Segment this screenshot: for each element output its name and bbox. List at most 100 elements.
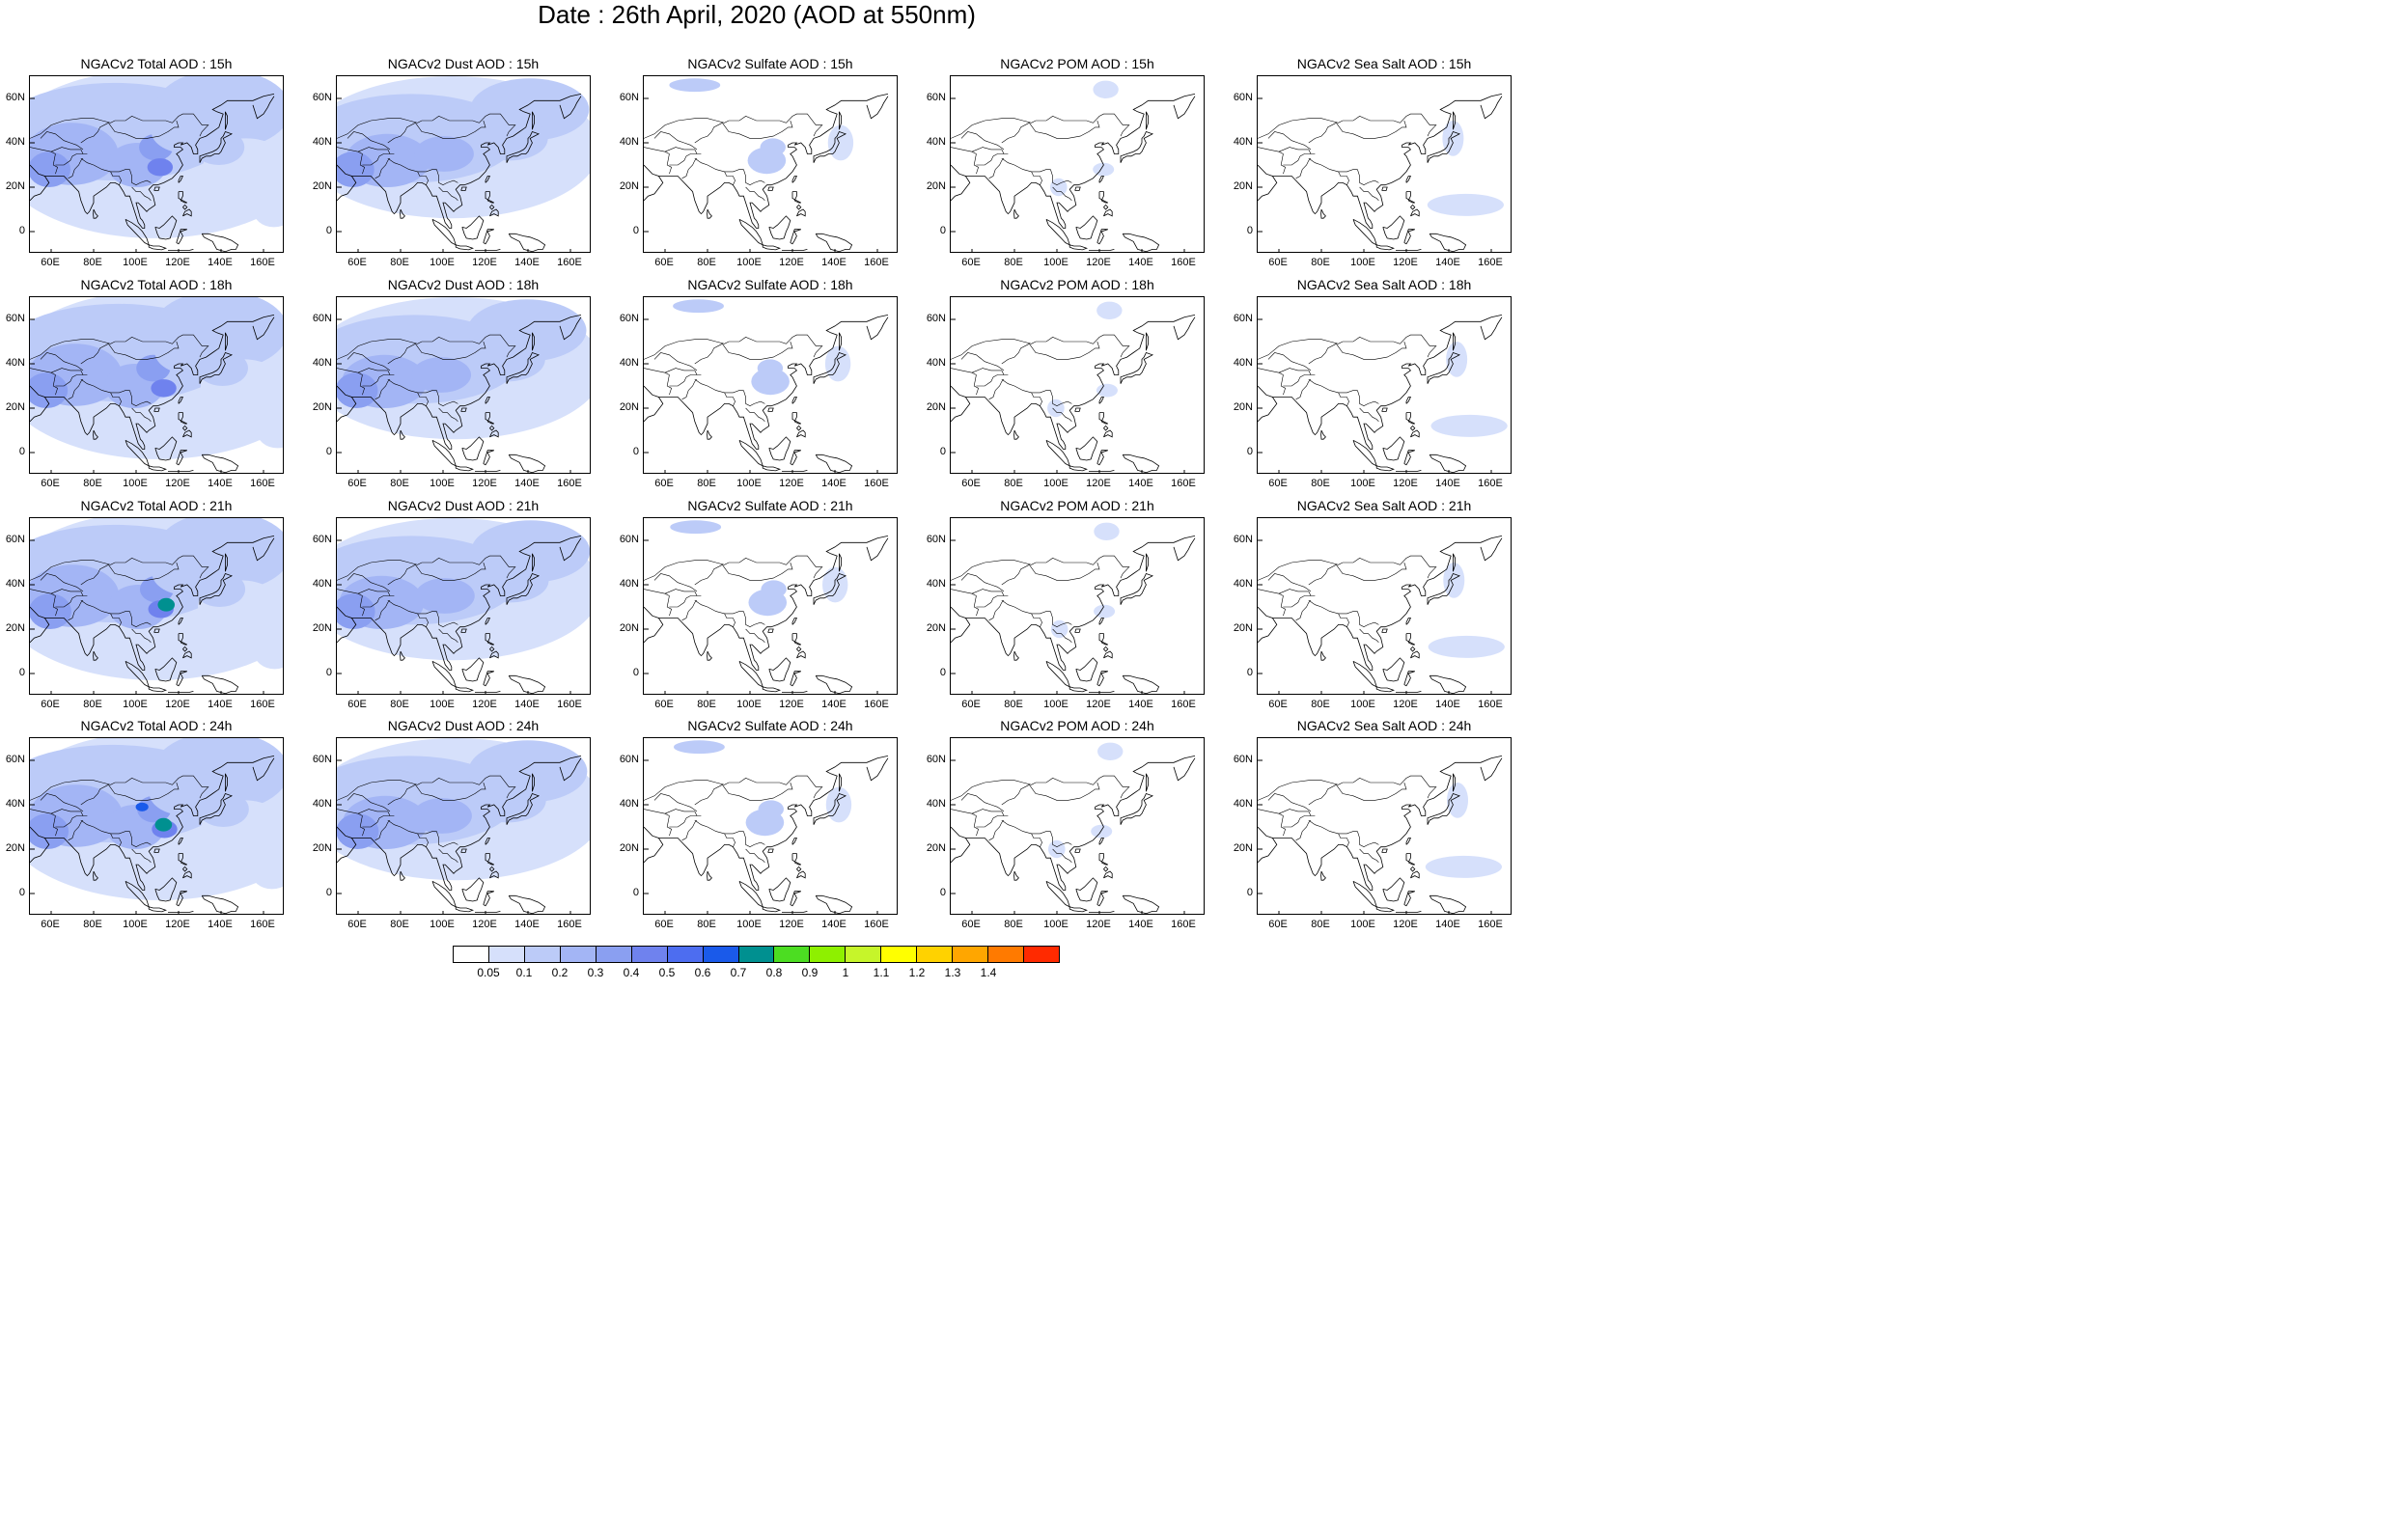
coastline: [1272, 838, 1343, 877]
coastline: [114, 536, 275, 671]
lat-tick-label: 40N: [926, 798, 946, 810]
coastline: [1098, 412, 1108, 425]
country-border: [68, 819, 84, 841]
country-border: [30, 334, 209, 360]
coastline: [1320, 208, 1326, 219]
aod-shaded-region: [250, 853, 283, 890]
lon-tick-label: 160E: [250, 919, 275, 930]
coastline: [1405, 176, 1412, 183]
country-border: [357, 368, 391, 375]
country-border: [30, 555, 209, 581]
lat-tick-label: 0: [1246, 446, 1253, 457]
panel-dust-15h: NGACv2 Dust AOD : 15h 60N 40N 20N 0 60E 80E 100…: [307, 56, 597, 268]
coastline: [738, 880, 763, 908]
coastline: [182, 870, 192, 879]
coastline: [738, 439, 763, 467]
coastline: [1352, 880, 1377, 908]
lon-tick-label: 100E: [430, 257, 455, 268]
country-border: [108, 782, 180, 801]
lat-tick-label: 40N: [312, 798, 332, 810]
coastline: [782, 249, 808, 251]
coastline: [431, 660, 457, 688]
coastline: [866, 96, 889, 120]
country-border: [1258, 368, 1286, 396]
coastline: [178, 633, 187, 646]
coastline: [483, 671, 494, 687]
coastline: [455, 906, 474, 913]
aod-shaded-region: [1049, 178, 1068, 197]
coastline: [1403, 671, 1415, 687]
lon-tick-label: 100E: [1350, 699, 1375, 710]
coastline: [762, 244, 781, 251]
coastline: [1035, 315, 1196, 450]
country-border: [722, 782, 793, 801]
lon-tick-label: 100E: [1043, 478, 1069, 489]
map-frame: [643, 737, 898, 915]
country-border: [1267, 793, 1312, 812]
coastline: [658, 176, 729, 215]
panel-title: NGACv2 Sulfate AOD : 24h: [687, 718, 853, 733]
country-border: [1357, 831, 1379, 848]
country-border: [653, 352, 698, 371]
country-border: [1029, 341, 1100, 360]
lat-tick-label: 20N: [312, 180, 332, 192]
lon-tick-label: 60E: [1268, 257, 1288, 268]
coastline: [1098, 838, 1105, 845]
aod-shaded-region: [1425, 855, 1502, 878]
country-border: [951, 334, 1130, 360]
country-border: [387, 819, 437, 835]
coastline: [44, 397, 115, 436]
coastline: [201, 894, 239, 914]
country-border: [438, 186, 458, 202]
colorbar-box: [454, 947, 489, 962]
aod-map-dust-24h: [337, 738, 590, 914]
coastline: [508, 454, 546, 473]
coastline: [224, 553, 229, 572]
lat-tick-label: 60N: [619, 92, 639, 103]
coastline: [475, 911, 501, 913]
aod-shaded-region: [757, 359, 784, 377]
country-border: [960, 131, 1005, 151]
country-border: [1031, 171, 1042, 185]
country-border: [971, 809, 1005, 816]
aod-shaded-region: [415, 578, 475, 614]
aod-shaded-region: [1096, 383, 1118, 398]
coastline: [485, 176, 491, 183]
coastline: [965, 838, 1036, 877]
country-border: [108, 120, 180, 139]
country-border: [387, 157, 437, 173]
coastline: [1342, 94, 1503, 229]
coastline: [489, 208, 499, 217]
lon-tick-label: 160E: [864, 478, 889, 489]
coastline: [93, 870, 98, 881]
country-border: [644, 809, 672, 837]
coastline: [1120, 573, 1154, 605]
lat-tick-label: 40N: [5, 357, 25, 369]
lat-tick-label: 0: [632, 446, 639, 457]
aod-shaded-region: [1094, 604, 1116, 619]
lat-tick-label: 40N: [1233, 798, 1253, 810]
coastline: [400, 208, 405, 219]
country-border: [976, 153, 1009, 166]
colorbar-box: [988, 947, 1024, 962]
country-border: [1267, 573, 1312, 592]
coastline: [1120, 352, 1154, 384]
coastline: [1075, 215, 1098, 240]
lon-tick-label: 80E: [83, 478, 102, 489]
country-border: [436, 390, 458, 407]
country-border: [722, 120, 793, 139]
colorbar-label: 1.1: [873, 966, 890, 979]
lon-tick-label: 160E: [1478, 699, 1503, 710]
lat-tick-label: 60N: [926, 534, 946, 545]
country-border: [80, 123, 109, 144]
coastline: [178, 412, 187, 425]
country-border: [722, 341, 793, 360]
country-border: [988, 599, 1005, 621]
aod-shaded-region: [151, 379, 177, 398]
coastline: [1013, 429, 1019, 440]
coastline: [475, 691, 501, 693]
coastline: [431, 439, 457, 467]
country-border: [669, 153, 702, 166]
coastline: [1122, 233, 1160, 252]
country-border: [1050, 169, 1072, 186]
